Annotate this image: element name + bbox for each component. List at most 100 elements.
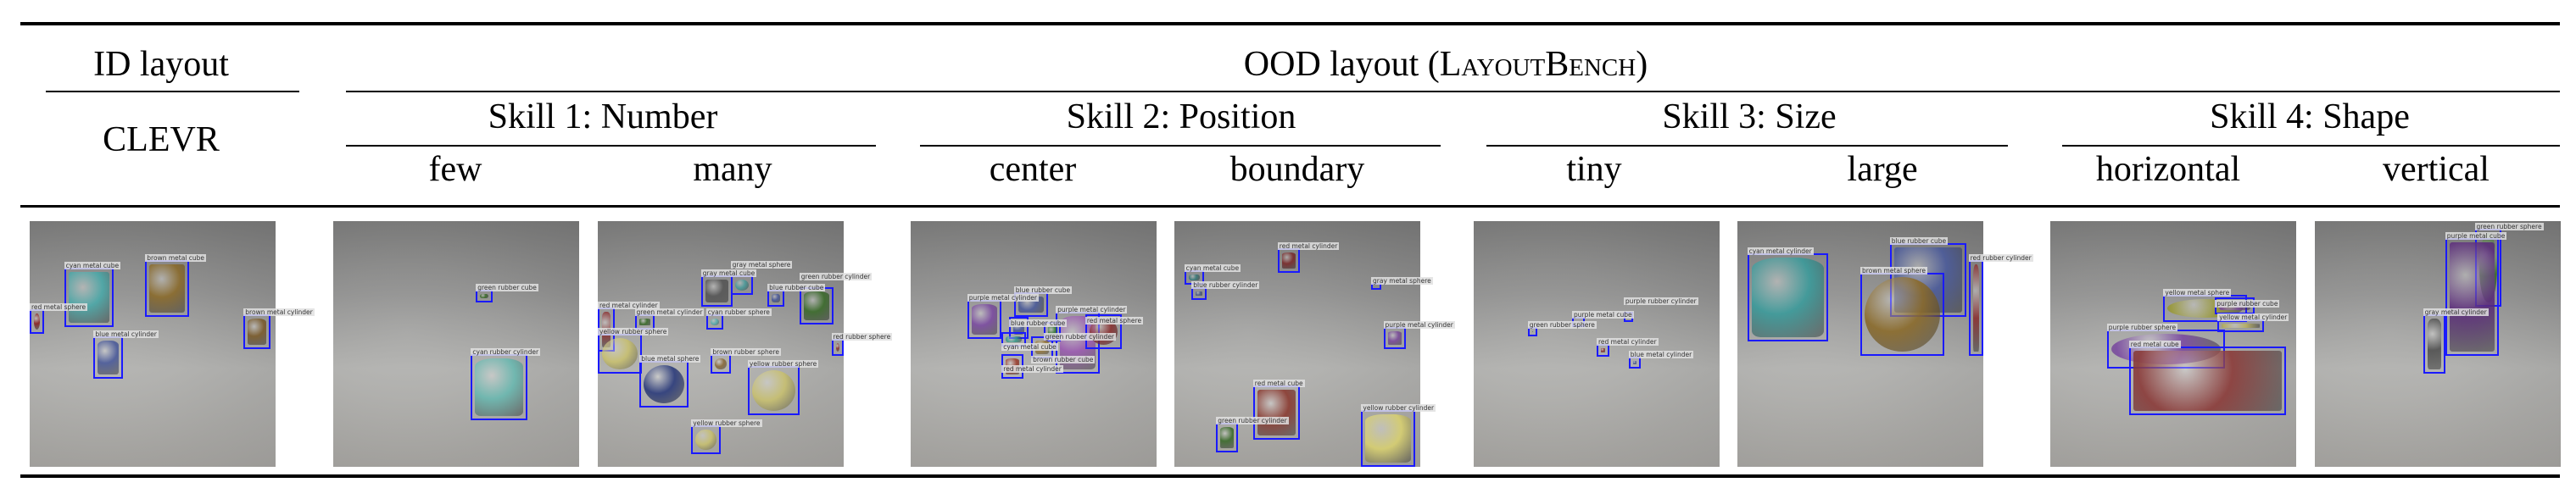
object-label: blue rubber cube bbox=[767, 284, 826, 292]
subset-large: large bbox=[1847, 150, 1918, 189]
object-label: red metal cube bbox=[2128, 340, 2181, 348]
object-label: blue metal cylinder bbox=[93, 330, 159, 339]
object-bounding-box: purple rubber cube bbox=[2215, 297, 2280, 315]
subset-few: few bbox=[428, 150, 482, 189]
object-bounding-box: green metal cylinder bbox=[634, 308, 705, 330]
rendered-object bbox=[705, 279, 729, 303]
rendered-object bbox=[68, 272, 109, 323]
object-label: red metal cylinder bbox=[1597, 338, 1659, 346]
rendered-object bbox=[695, 429, 716, 451]
object-label: gray metal cylinder bbox=[2423, 308, 2489, 317]
object-label: yellow rubber sphere bbox=[598, 328, 669, 336]
object-label: green metal cylinder bbox=[634, 308, 705, 317]
object-label: blue rubber cube bbox=[1889, 237, 1949, 246]
rendered-object bbox=[2222, 324, 2261, 328]
rendered-object bbox=[1365, 414, 1412, 463]
object-label: purple metal cube bbox=[2445, 232, 2507, 241]
rendered-object bbox=[98, 341, 120, 374]
rendered-object bbox=[602, 338, 638, 369]
clevr-heading: CLEVR bbox=[103, 120, 220, 159]
ood-layout-prefix: OOD layout ( bbox=[1243, 45, 1440, 84]
object-label: cyan metal cube bbox=[64, 262, 121, 270]
object-bounding-box: green rubber cylinder bbox=[1216, 416, 1289, 452]
object-bounding-box: red metal sphere bbox=[1084, 314, 1144, 349]
object-bounding-box: yellow metal cylinder bbox=[2217, 313, 2289, 332]
rendered-object bbox=[734, 279, 749, 291]
skill4-heading: Skill 4: Shape bbox=[2210, 97, 2410, 136]
panel-large: cyan metal cylinder blue rubber cube brown… bbox=[1737, 221, 2033, 467]
ood-layout-rule bbox=[346, 91, 2560, 92]
object-label: purple rubber cylinder bbox=[1623, 297, 1698, 306]
object-bounding-box: red metal cylinder bbox=[1597, 338, 1659, 357]
object-label: brown metal cube bbox=[145, 254, 207, 263]
panel-clevr: cyan metal cube brown metal cube red metal… bbox=[30, 221, 315, 467]
object-label: purple metal cylinder bbox=[967, 293, 1039, 302]
panel-boundary: red metal cylinder cyan metal cube blue ru… bbox=[1174, 221, 1455, 467]
rendered-object bbox=[248, 319, 267, 345]
subset-vertical: vertical bbox=[2383, 150, 2490, 189]
object-bounding-box: gray metal cube bbox=[700, 269, 757, 308]
object-bounding-box: blue metal sphere bbox=[639, 355, 701, 408]
skill3-rule bbox=[1486, 145, 2008, 147]
object-label: red metal cylinder bbox=[1001, 364, 1063, 373]
rendered-object bbox=[480, 294, 489, 298]
object-label: yellow metal sphere bbox=[2163, 289, 2232, 297]
object-label: gray metal sphere bbox=[730, 260, 793, 269]
rendered-object bbox=[1281, 252, 1296, 269]
rendered-object bbox=[149, 264, 186, 313]
object-bounding-box: cyan metal cube bbox=[1001, 331, 1058, 351]
object-label: green rubber cylinder bbox=[799, 273, 873, 281]
panel-tiny: purple metal cube purple rubber cylinder g… bbox=[1474, 221, 1720, 467]
object-label: cyan metal cube bbox=[1184, 264, 1241, 272]
object-label: gray metal cube bbox=[700, 269, 757, 277]
object-label: green rubber sphere bbox=[2474, 222, 2544, 230]
rendered-object bbox=[710, 319, 719, 325]
rendered-object bbox=[971, 303, 998, 336]
object-bounding-box: blue metal cylinder bbox=[1628, 350, 1694, 369]
object-label: blue rubber cube bbox=[1013, 286, 1073, 295]
object-bounding-box: red metal cube bbox=[1252, 380, 1305, 441]
object-label: green rubber cylinder bbox=[1216, 416, 1289, 424]
object-label: red metal sphere bbox=[30, 303, 88, 312]
object-label: brown metal sphere bbox=[1860, 266, 1928, 274]
object-label: brown metal cylinder bbox=[243, 308, 315, 317]
object-bounding-box: brown rubber sphere bbox=[711, 347, 781, 374]
object-bounding-box: red metal cylinder bbox=[1001, 353, 1063, 379]
rendered-object bbox=[644, 365, 685, 404]
object-label: brown rubber sphere bbox=[711, 347, 781, 356]
panel-center: purple metal cylinder blue rubber cube pur… bbox=[911, 221, 1157, 467]
object-bounding-box: purple metal cylinder bbox=[967, 293, 1039, 340]
object-label: green rubber cylinder bbox=[1043, 332, 1117, 341]
object-bounding-box: purple metal cube bbox=[2445, 232, 2507, 357]
object-bounding-box: yellow rubber sphere bbox=[691, 419, 762, 455]
object-label: gray metal sphere bbox=[1371, 276, 1433, 285]
rendered-object bbox=[1047, 325, 1057, 338]
object-bounding-box: cyan rubber sphere bbox=[705, 308, 772, 330]
object-bounding-box: yellow rubber cylinder bbox=[1361, 404, 1436, 467]
skill2-heading: Skill 2: Position bbox=[1066, 97, 1296, 136]
object-bounding-box: blue rubber cylinder bbox=[1191, 281, 1260, 300]
object-label: blue metal cylinder bbox=[1628, 350, 1694, 358]
object-bounding-box: blue rubber cube bbox=[767, 284, 826, 308]
object-label: red metal cylinder bbox=[598, 301, 660, 309]
object-bounding-box: gray metal cylinder bbox=[2423, 308, 2489, 374]
object-bounding-box: blue metal cylinder bbox=[93, 330, 159, 379]
rendered-object bbox=[772, 294, 781, 303]
object-bounding-box: red metal cylinder bbox=[1277, 241, 1340, 273]
rendered-object bbox=[2133, 350, 2283, 412]
id-layout-heading: ID layout bbox=[93, 45, 229, 84]
object-label: cyan rubber cylinder bbox=[471, 347, 541, 356]
skill1-rule bbox=[346, 145, 876, 147]
object-bounding-box: green rubber cylinder bbox=[799, 273, 873, 324]
object-label: red metal sphere bbox=[1084, 317, 1144, 325]
object-label: blue rubber cylinder bbox=[1191, 281, 1260, 290]
ood-layout-heading: OOD layout (LayoutBench) bbox=[1244, 47, 1648, 82]
skill4-rule bbox=[2062, 145, 2560, 147]
subset-horizontal: horizontal bbox=[2095, 150, 2241, 189]
object-label: purple metal cylinder bbox=[1383, 320, 1455, 329]
object-label: purple rubber sphere bbox=[2106, 323, 2178, 331]
rendered-object bbox=[1751, 257, 1825, 338]
object-label: yellow rubber sphere bbox=[747, 360, 819, 369]
object-bounding-box: cyan rubber cylinder bbox=[471, 347, 541, 420]
rendered-object bbox=[1006, 336, 1023, 342]
